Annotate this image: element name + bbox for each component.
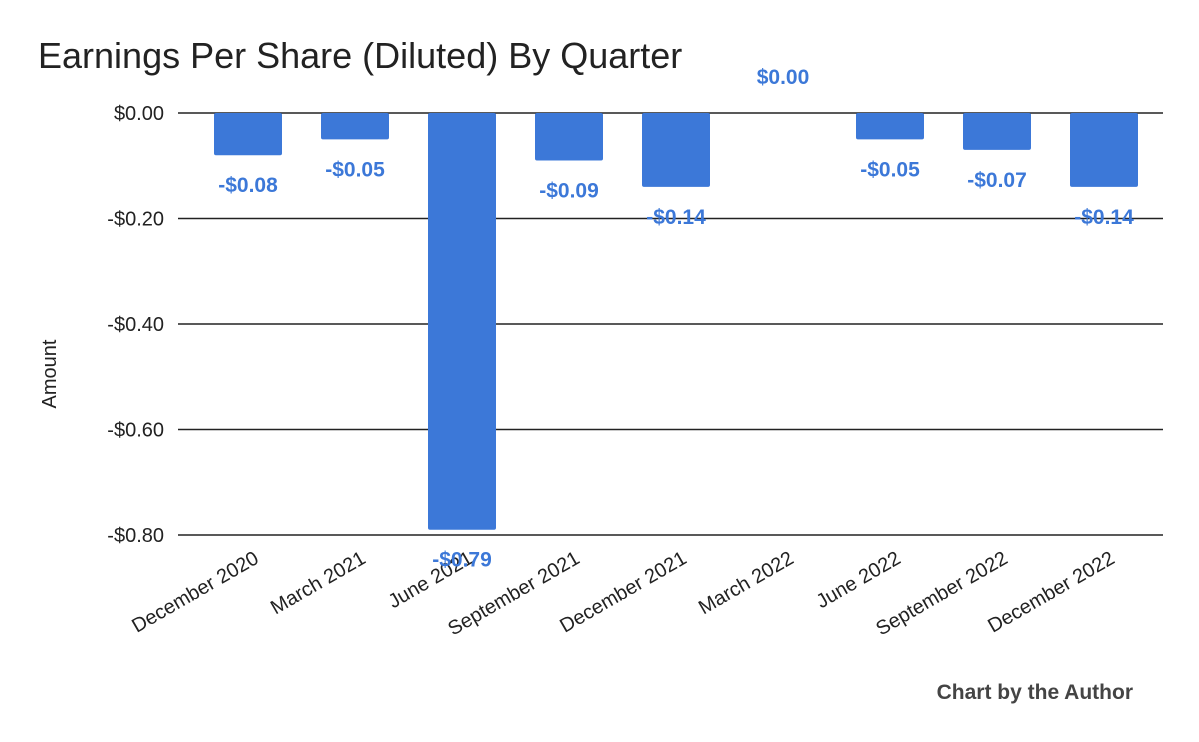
bar-3 (535, 113, 603, 161)
bars (214, 113, 1138, 530)
x-tick-label: December 2020 (128, 547, 262, 637)
chart-title: Earnings Per Share (Diluted) By Quarter (38, 35, 682, 76)
y-tick-label: -$0.20 (107, 209, 164, 231)
data-label: -$0.05 (860, 158, 920, 181)
x-tick-label: June 2022 (813, 547, 905, 613)
data-label: -$0.07 (967, 169, 1027, 192)
chart-credit: Chart by the Author (937, 681, 1133, 704)
y-tick-label: $0.00 (114, 103, 164, 125)
data-label: $0.00 (757, 66, 810, 89)
data-label: -$0.14 (646, 206, 706, 229)
bar-0 (214, 113, 282, 156)
bar-1 (321, 113, 389, 140)
x-axis-ticks: December 2020 March 2021 June 2021Septembe… (128, 547, 1118, 640)
bar-7 (963, 113, 1031, 150)
bar-2 (428, 113, 496, 530)
y-axis-ticks: $0.00 -$0.20 -$0.40 -$0.60 -$0.80 (107, 103, 164, 547)
bar-6 (856, 113, 924, 140)
x-tick-label: March 2022 (695, 547, 797, 619)
x-tick-label: March 2021 (267, 547, 369, 619)
data-labels: -$0.08 -$0.05 -$0.79 -$0.09 -$0.14 $0.00 -$0.0… (218, 66, 1134, 572)
y-tick-label: -$0.60 (107, 420, 164, 442)
data-label: -$0.79 (432, 549, 492, 572)
data-label: -$0.09 (539, 179, 599, 202)
data-label: -$0.08 (218, 174, 278, 197)
data-label: -$0.14 (1074, 206, 1134, 229)
bar-8 (1070, 113, 1138, 187)
y-axis-label: Amount (39, 339, 61, 408)
y-tick-label: -$0.80 (107, 525, 164, 547)
bar-4 (642, 113, 710, 187)
data-label: -$0.05 (325, 158, 385, 181)
y-tick-label: -$0.40 (107, 314, 164, 336)
